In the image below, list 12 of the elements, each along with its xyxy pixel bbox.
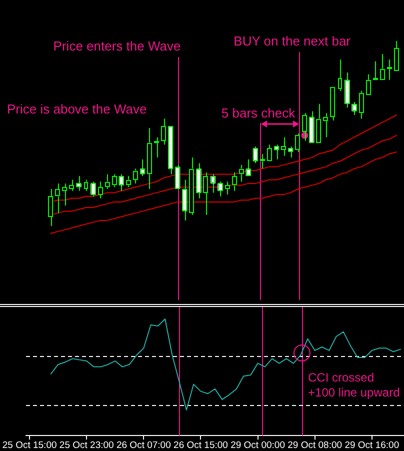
annotation: 5 bars check bbox=[221, 106, 296, 121]
x-tick-label: 25 Oct 15:00 bbox=[2, 440, 57, 451]
annotation: Price enters the Wave bbox=[53, 38, 181, 54]
x-tick-label: 29 Oct 08:00 bbox=[288, 440, 342, 451]
x-tick-label: 26 Oct 15:00 bbox=[174, 440, 228, 451]
annotation: Price is above the Wave bbox=[7, 102, 147, 117]
annotation: CCI crossed +100 line upward bbox=[308, 370, 400, 400]
x-tick-label: 29 Oct 16:00 bbox=[344, 440, 400, 451]
x-tick-label: 26 Oct 07:00 bbox=[116, 440, 171, 451]
x-tick-label: 25 Oct 23:00 bbox=[59, 440, 114, 451]
x-tick-label: 29 Oct 00:00 bbox=[230, 440, 285, 451]
annotation: BUY on the next bar bbox=[234, 34, 352, 49]
